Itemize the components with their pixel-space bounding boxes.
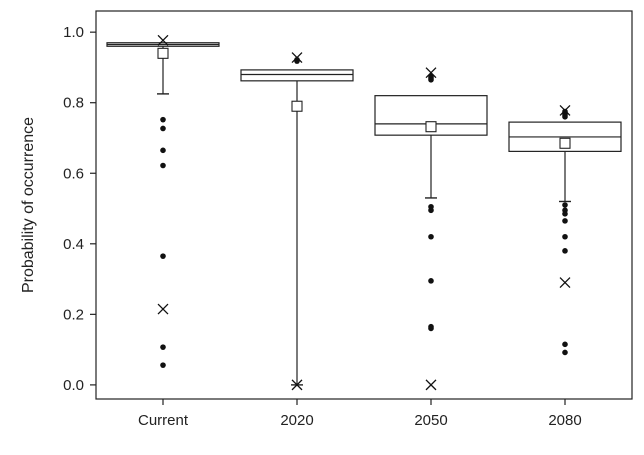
outlier-point: [562, 218, 568, 224]
outlier-point: [428, 233, 434, 240]
outlier-point: [428, 325, 434, 332]
outlier-point: [562, 114, 568, 120]
mean-marker: [559, 137, 571, 149]
x-tick-label: 2080: [548, 412, 581, 429]
mean-marker: [291, 100, 303, 112]
outlier-point: [160, 362, 166, 368]
extreme-marker: [157, 34, 169, 46]
extreme-marker: [291, 52, 303, 64]
outlier-point: [160, 162, 166, 169]
outlier-point: [160, 116, 166, 123]
outlier-point: [562, 341, 568, 348]
x-axis: Current 2020 2050 2080: [138, 399, 582, 429]
extreme-marker: [559, 277, 571, 289]
outlier-point: [562, 349, 568, 356]
outlier-point: [160, 147, 166, 154]
mean-marker: [425, 121, 437, 133]
outlier-point: [562, 248, 568, 254]
extreme-marker: [559, 105, 571, 116]
outlier-point: [428, 207, 434, 214]
extreme-marker: [425, 67, 437, 79]
y-tick-label: 0.2: [63, 306, 84, 323]
y-tick-label: 0.4: [63, 236, 84, 253]
box-2020: [240, 52, 354, 391]
extreme-marker: [157, 303, 169, 315]
mean-marker: [157, 47, 169, 59]
plot-frame: [95, 10, 633, 400]
outlier-point: [428, 278, 434, 284]
y-tick-label: 1.0: [63, 24, 84, 41]
x-tick-label: 2020: [280, 412, 313, 429]
x-tick-label: 2050: [414, 412, 447, 429]
y-axis-label: Probability of occurrence: [20, 117, 37, 293]
outlier-point: [562, 202, 568, 208]
interquartile-box: [240, 69, 354, 82]
box-current: [106, 34, 220, 368]
y-tick-label: 0.8: [63, 95, 84, 112]
outlier-point: [562, 211, 568, 217]
outlier-point: [562, 233, 568, 240]
x-tick-label: Current: [138, 412, 189, 429]
box-2050: [374, 67, 488, 391]
y-tick-label: 0.0: [63, 377, 84, 394]
box-2080: [508, 105, 622, 356]
outlier-point: [160, 125, 166, 132]
y-axis: 0.0 0.2 0.4 0.6 0.8 1.0: [63, 24, 96, 394]
outlier-point: [160, 253, 166, 259]
outlier-point: [428, 76, 434, 83]
y-tick-label: 0.6: [63, 165, 84, 182]
extreme-marker: [425, 379, 437, 391]
extreme-marker: [291, 379, 303, 391]
outlier-point: [160, 344, 166, 350]
boxes-group: [106, 34, 622, 391]
